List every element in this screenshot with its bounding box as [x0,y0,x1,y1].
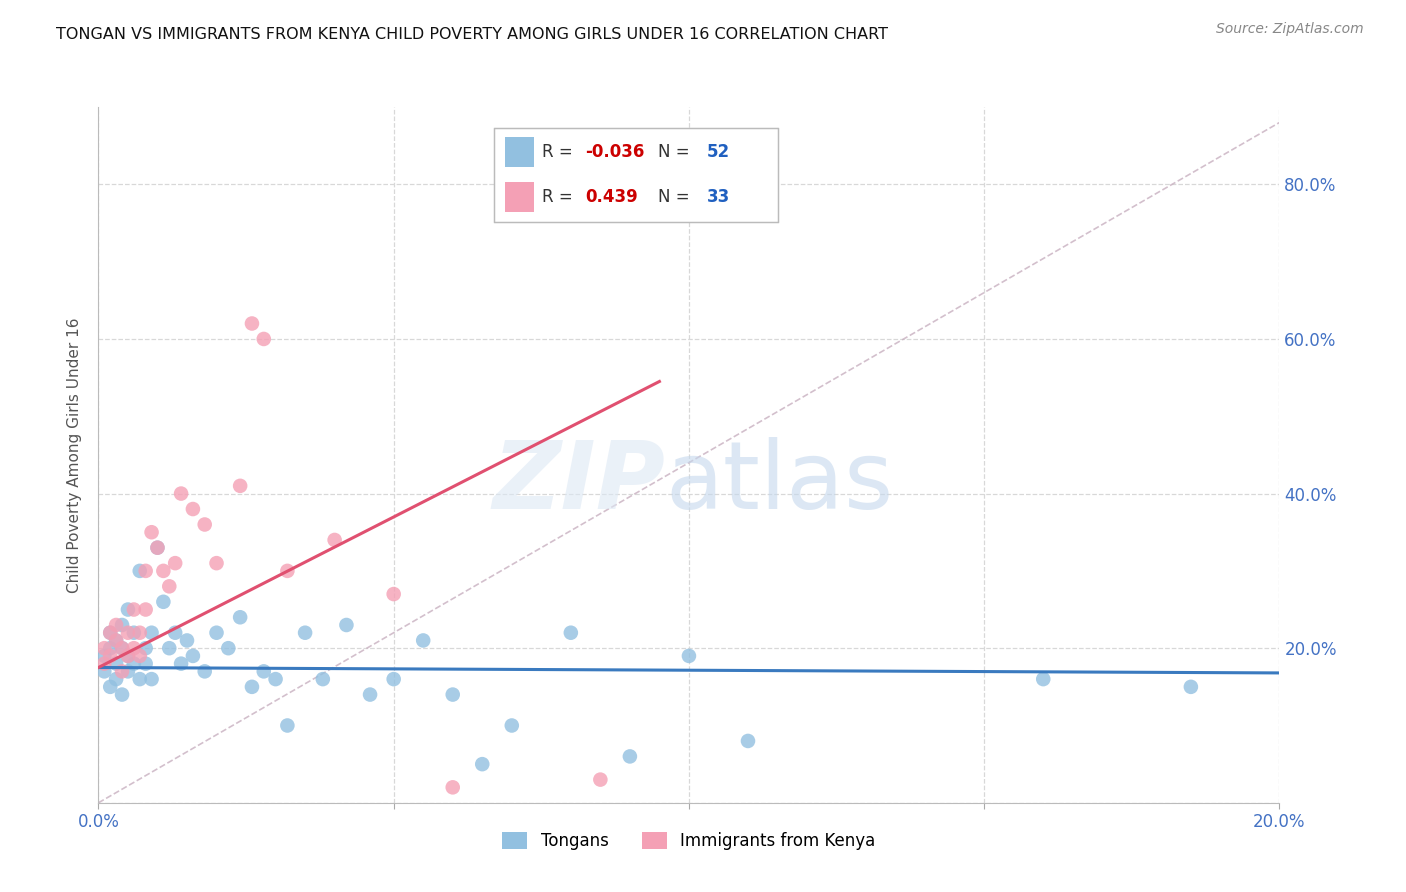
Point [98,625,121,640]
Point [471,757,494,772]
Point [98,625,121,640]
Point [98,680,121,694]
Point [441,688,464,702]
Point [128,672,150,686]
Point [152,564,174,578]
Point [441,780,464,795]
Point [382,587,405,601]
Point [589,772,612,787]
Point [122,657,145,671]
Point [105,633,128,648]
Point [205,625,228,640]
Point [181,648,204,663]
Point [98,641,121,656]
Point [382,672,405,686]
Point [146,541,169,555]
Point [501,718,523,732]
Point [157,641,180,656]
Point [128,564,150,578]
Point [264,672,287,686]
Point [1180,680,1202,694]
Point [737,734,759,748]
Point [122,602,145,616]
Point [105,657,128,671]
Point [253,665,276,679]
Point [1032,672,1054,686]
Point [276,718,298,732]
Point [98,648,121,663]
Text: Source: ZipAtlas.com: Source: ZipAtlas.com [1216,22,1364,37]
Point [128,648,150,663]
Point [205,556,228,570]
Point [229,610,252,624]
Point [294,625,316,640]
Y-axis label: Child Poverty Among Girls Under 16: Child Poverty Among Girls Under 16 [67,318,83,592]
Point [170,657,193,671]
Point [152,595,174,609]
Point [157,579,180,593]
Point [181,502,204,516]
Legend: Tongans, Immigrants from Kenya: Tongans, Immigrants from Kenya [496,826,882,857]
Point [111,641,134,656]
Point [165,556,187,570]
Point [111,688,134,702]
Point [117,625,139,640]
Point [122,625,145,640]
Point [117,648,139,663]
Point [619,749,641,764]
Point [335,618,357,632]
Point [111,641,134,656]
Point [93,648,115,663]
Point [194,665,217,679]
Point [105,672,128,686]
Point [678,648,700,663]
Point [117,648,139,663]
Point [93,665,115,679]
Point [141,525,163,540]
Point [170,486,193,500]
Point [117,602,139,616]
Point [229,479,252,493]
Point [111,665,134,679]
Point [141,625,163,640]
Point [117,665,139,679]
Point [105,618,128,632]
Point [323,533,346,547]
Point [253,332,276,346]
Point [111,618,134,632]
Text: ZIP: ZIP [492,437,665,529]
Point [176,633,198,648]
Point [122,641,145,656]
Point [135,564,157,578]
Point [312,672,335,686]
Point [240,680,263,694]
Point [560,625,582,640]
Point [412,633,434,648]
Point [359,688,381,702]
Point [217,641,239,656]
Point [135,641,157,656]
Point [276,564,298,578]
Point [135,602,157,616]
Point [165,625,187,640]
Point [93,641,115,656]
Point [194,517,217,532]
Point [105,633,128,648]
Point [135,657,157,671]
Text: atlas: atlas [665,437,894,529]
Text: TONGAN VS IMMIGRANTS FROM KENYA CHILD POVERTY AMONG GIRLS UNDER 16 CORRELATION C: TONGAN VS IMMIGRANTS FROM KENYA CHILD PO… [56,27,889,42]
Point [141,672,163,686]
Point [93,657,115,671]
Point [146,541,169,555]
Point [128,625,150,640]
Point [240,317,263,331]
